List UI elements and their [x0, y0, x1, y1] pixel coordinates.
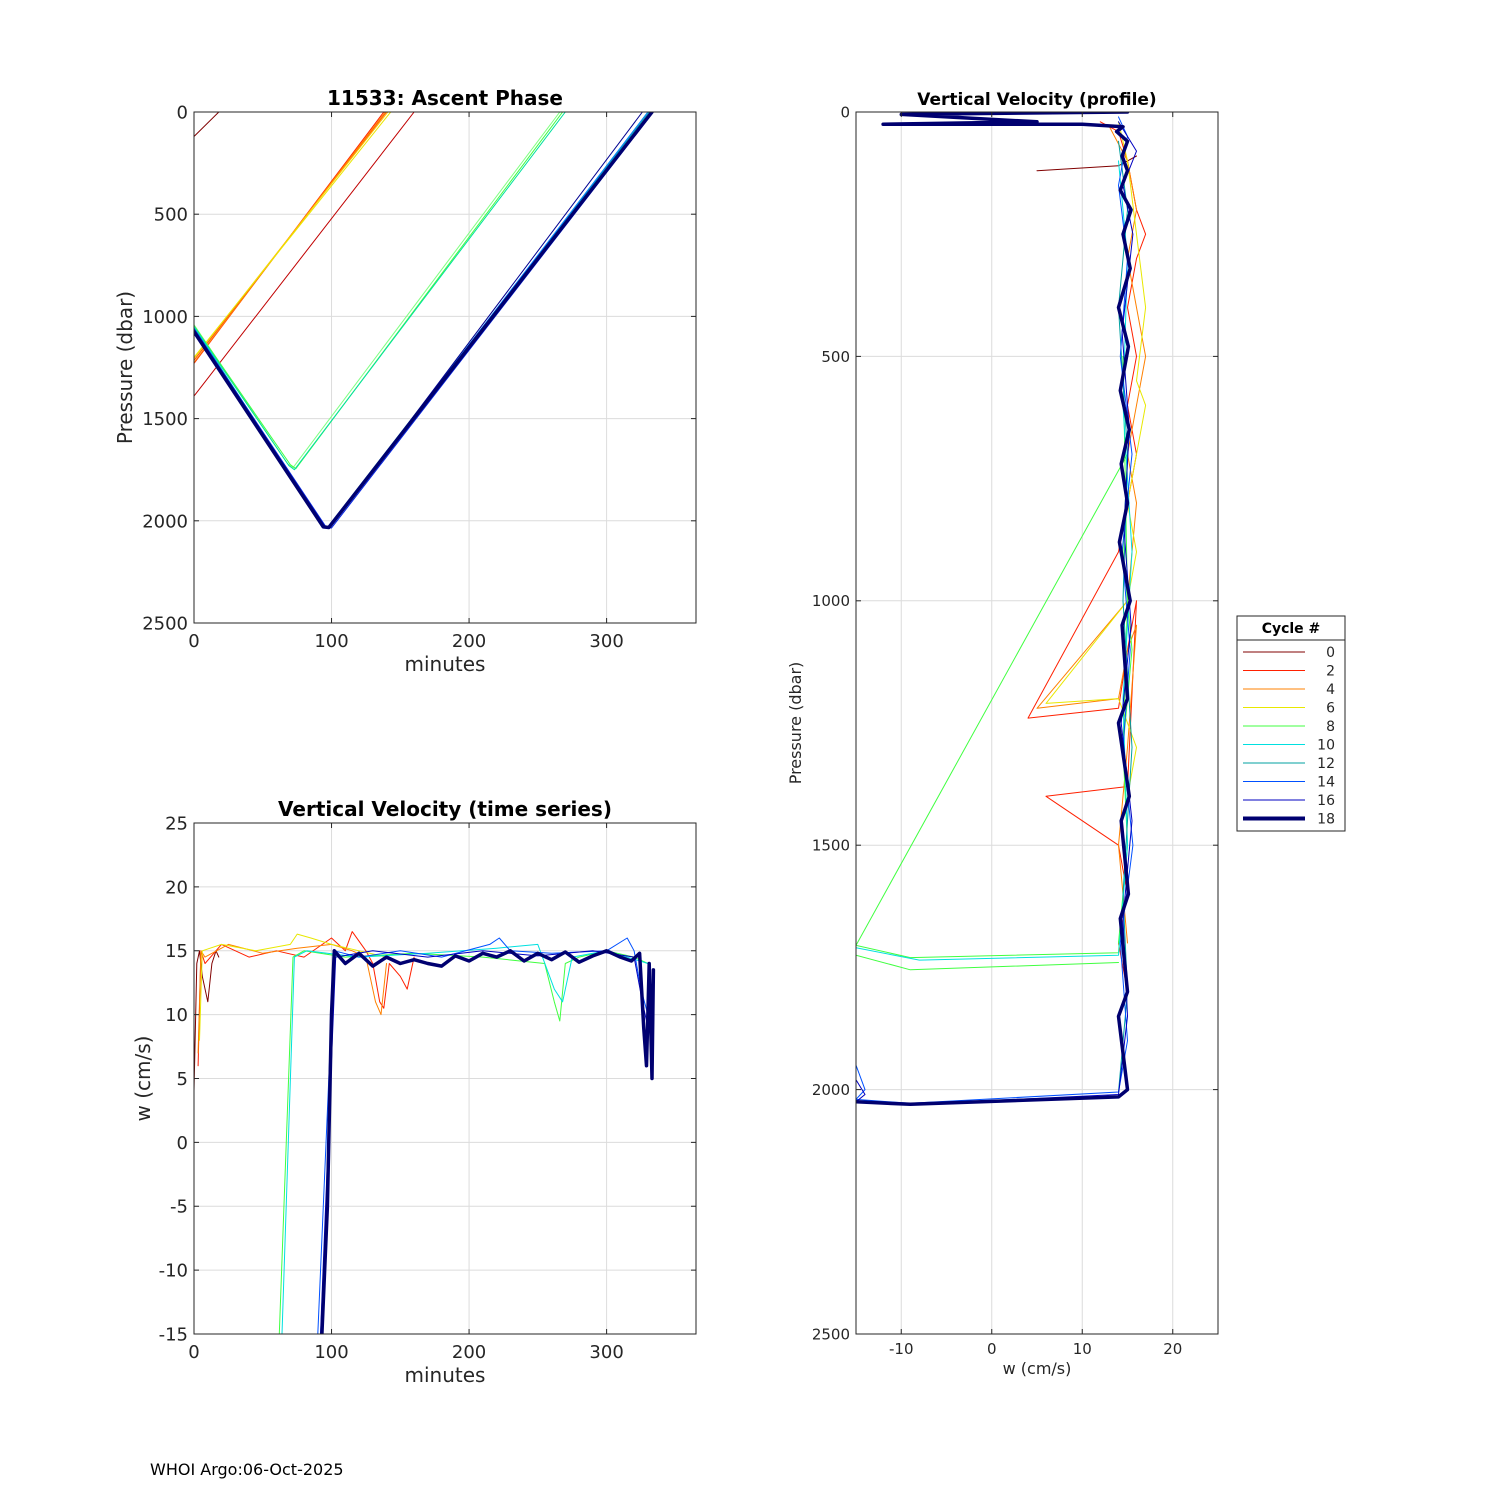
- profile-xtick-label: 0: [987, 1340, 997, 1358]
- profile-plot-area: [856, 112, 1218, 1334]
- timeseries-series-cycle-10: [281, 943, 649, 1334]
- timeseries-ytick-label: -5: [170, 1197, 188, 1218]
- legend-label-cycle-10: 10: [1317, 738, 1335, 754]
- profile-ytick-label: 0: [840, 103, 850, 121]
- timeseries-series-cycle-18: [320, 949, 656, 1334]
- ascent-series-cycle-8: [194, 112, 564, 470]
- ascent-ytick-label: 500: [154, 205, 188, 226]
- timeseries-xtick-label: 0: [188, 1342, 199, 1363]
- ascent-chart: 0 100 200 300 0 500 1000 1500 2000 2500 11533: Asc…: [113, 86, 697, 676]
- ascent-ytick-label: 0: [177, 102, 188, 123]
- profile-series-cycle-18: [856, 112, 1133, 1107]
- profile-xtick-label: 20: [1163, 1340, 1182, 1358]
- ascent-ytick-label: 2500: [142, 613, 188, 634]
- timeseries-ytick-label: 15: [165, 941, 188, 962]
- profile-series-cycle-9: [856, 954, 1119, 971]
- legend-label-cycle-6: 6: [1326, 701, 1335, 717]
- profile-ytick-label: 2500: [812, 1325, 850, 1343]
- ascent-ylabel: Pressure (dbar): [113, 291, 137, 444]
- ascent-series-cycle-0: [194, 112, 220, 137]
- timeseries-chart: 0 100 200 300 -15 -10 -5 0 5 10 15 20 25 Vertical Vel…: [131, 797, 697, 1387]
- ascent-series-cycle-6: [194, 112, 392, 358]
- timeseries-xtick-label: 100: [314, 1342, 348, 1363]
- ascent-plot-area: [194, 112, 696, 623]
- profile-ytick-label: 1500: [812, 837, 850, 855]
- legend-label-cycle-14: 14: [1317, 775, 1335, 791]
- timeseries-xtick-label: 300: [589, 1342, 623, 1363]
- profile-series-group: [856, 112, 1147, 1107]
- timeseries-grid: [193, 822, 696, 1335]
- profile-ylabel: Pressure (dbar): [786, 662, 805, 785]
- timeseries-ytick-label: -15: [159, 1324, 188, 1345]
- profile-ytick-label: 500: [821, 348, 850, 366]
- ascent-ytick-label: 1000: [142, 307, 188, 328]
- timeseries-ytick-label: -10: [159, 1261, 188, 1282]
- profile-series-cycle-10: [856, 160, 1133, 961]
- legend-label-cycle-12: 12: [1317, 756, 1335, 772]
- ascent-xlabel: minutes: [405, 652, 486, 676]
- ascent-xtick-label: 300: [589, 631, 623, 652]
- timeseries-ytick-label: 10: [165, 1005, 188, 1026]
- ascent-xtick-label: 100: [314, 631, 348, 652]
- legend-label-cycle-16: 16: [1317, 793, 1335, 809]
- profile-xlabel: w (cm/s): [1003, 1359, 1072, 1378]
- timeseries-xlabel: minutes: [405, 1363, 486, 1387]
- timeseries-series-cycle-14: [317, 937, 649, 1334]
- timeseries-ytick-label: 0: [177, 1133, 188, 1154]
- ascent-series-group: [194, 112, 654, 530]
- profile-axes-box: [855, 111, 1219, 1335]
- timeseries-ytick-label: 5: [177, 1069, 188, 1090]
- timeseries-ylabel: w (cm/s): [131, 1036, 155, 1122]
- profile-xtick-label: -10: [889, 1340, 914, 1358]
- timeseries-series-group: [194, 931, 656, 1334]
- ascent-axes-box: [193, 111, 697, 624]
- ascent-xtick-label: 0: [188, 631, 199, 652]
- timeseries-ytick-label: 25: [165, 813, 188, 834]
- ascent-series-cycle-18: [194, 112, 654, 530]
- ascent-series-cycle-1: [194, 112, 415, 397]
- timeseries-series-cycle-4: [197, 943, 387, 1054]
- timeseries-series-cycle-6: [199, 933, 387, 1041]
- footer-label: WHOI Argo:06-Oct-2025: [150, 1460, 344, 1479]
- profile-xtick-label: 10: [1073, 1340, 1092, 1358]
- timeseries-title: Vertical Velocity (time series): [278, 797, 612, 821]
- profile-title: Vertical Velocity (profile): [917, 90, 1156, 110]
- profile-ytick-label: 1000: [812, 592, 850, 610]
- ascent-xtick-label: 200: [452, 631, 486, 652]
- ascent-ytick-label: 1500: [142, 409, 188, 430]
- profile-legend: Cycle # 0 2 4 6 8 10 12 14 16 18: [1236, 615, 1346, 832]
- timeseries-series-cycle-0: [194, 950, 220, 1092]
- ascent-title: 11533: Ascent Phase: [327, 86, 563, 110]
- ascent-series-cycle-9: [194, 112, 566, 471]
- ascent-ytick-label: 2000: [142, 511, 188, 532]
- legend-label-cycle-0: 0: [1326, 645, 1335, 661]
- timeseries-xtick-label: 200: [452, 1342, 486, 1363]
- timeseries-series-cycle-2: [197, 931, 415, 1067]
- profile-series-cycle-4: [1036, 126, 1147, 944]
- profile-ytick-label: 2000: [812, 1081, 850, 1099]
- legend-label-cycle-18: 18: [1317, 812, 1335, 828]
- legend-label-cycle-4: 4: [1326, 682, 1335, 698]
- legend-label-cycle-8: 8: [1326, 719, 1335, 735]
- legend-label-cycle-2: 2: [1326, 664, 1335, 680]
- ascent-series-cycle-7: [194, 112, 561, 469]
- legend-title: Cycle #: [1262, 621, 1321, 637]
- timeseries-ytick-label: 20: [165, 877, 188, 898]
